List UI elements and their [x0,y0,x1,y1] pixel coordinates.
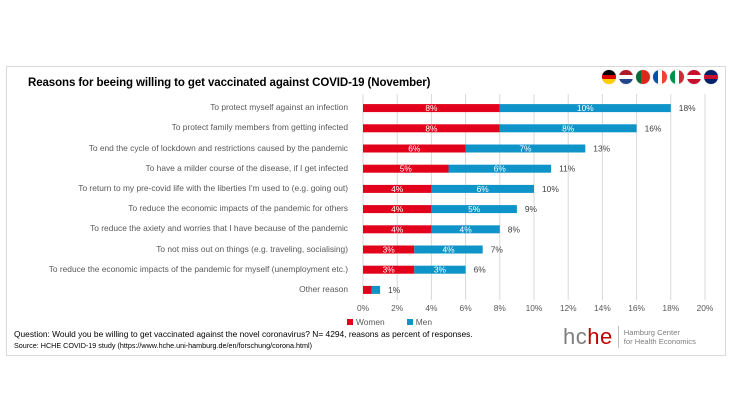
source-note: Source: HCHE COVID-19 study (https://www… [14,341,312,350]
legend-item-women: Women [347,317,385,327]
bar-label-women: 8% [425,103,438,113]
bar-label-women: 5% [400,164,413,174]
bar-chart: 8%10%18%8%8%16%6%7%13%5%6%11%4%6%10%4%5%… [0,0,733,414]
women-swatch [347,319,353,325]
bar-label-women: 4% [391,224,404,234]
x-axis-ticks: 0% 2% 4% 6% 8% 10% 12% 14% 16% 18% 20% [357,303,714,313]
total-label: 18% [679,103,696,113]
x-tick-label: 0% [357,303,370,313]
hche-logo: hche Hamburg Center for Health Economics [563,326,696,348]
x-tick-label: 18% [662,303,679,313]
bar-label-women: 3% [383,265,396,275]
logo-line1: Hamburg Center [624,328,680,337]
total-label: 16% [645,123,662,133]
bar-label-men: 4% [442,245,455,255]
men-swatch [407,319,413,325]
legend: Women Men [347,317,432,327]
x-tick-label: 8% [494,303,507,313]
total-label: 9% [525,204,538,214]
logo-hc: hc [563,324,587,349]
legend-label-men: Men [416,317,432,327]
bar-label-men: 8% [562,123,575,133]
logo-line2: for Health Economics [624,337,696,346]
logo-he: he [587,324,612,349]
question-note: Question: Would you be willing to get va… [14,329,473,339]
x-tick-label: 14% [594,303,611,313]
bar-label-men: 5% [468,204,481,214]
total-label: 11% [559,164,576,174]
bar-label-men: 10% [577,103,594,113]
total-label: 13% [593,144,610,154]
bar-label-women: 4% [391,204,404,214]
bar-label-women: 6% [408,144,421,154]
bar-men [372,286,381,294]
x-tick-label: 4% [425,303,438,313]
total-label: 10% [542,184,559,194]
bar-label-men: 6% [494,164,507,174]
legend-label-women: Women [356,317,385,327]
x-tick-label: 20% [697,303,714,313]
total-label: 8% [508,224,521,234]
total-label: 6% [474,265,487,275]
logo-subtitle: Hamburg Center for Health Economics [624,328,696,346]
logo-wordmark: hche [563,326,613,348]
x-tick-label: 16% [628,303,645,313]
logo-divider [618,326,619,348]
x-tick-label: 2% [391,303,404,313]
bar-label-women: 4% [391,184,404,194]
x-tick-label: 12% [560,303,577,313]
bar-women [363,286,372,294]
bar-label-men: 4% [460,224,473,234]
bars: 8%10%18%8%8%16%6%7%13%5%6%11%4%6%10%4%5%… [363,103,696,295]
bar-label-women: 8% [425,123,438,133]
bar-label-men: 7% [519,144,532,154]
total-label: 1% [388,285,401,295]
legend-item-men: Men [407,317,432,327]
bar-label-men: 3% [434,265,447,275]
bar-label-women: 3% [383,245,396,255]
x-tick-label: 6% [460,303,473,313]
bar-label-men: 6% [477,184,490,194]
total-label: 7% [491,245,504,255]
x-tick-label: 10% [526,303,543,313]
